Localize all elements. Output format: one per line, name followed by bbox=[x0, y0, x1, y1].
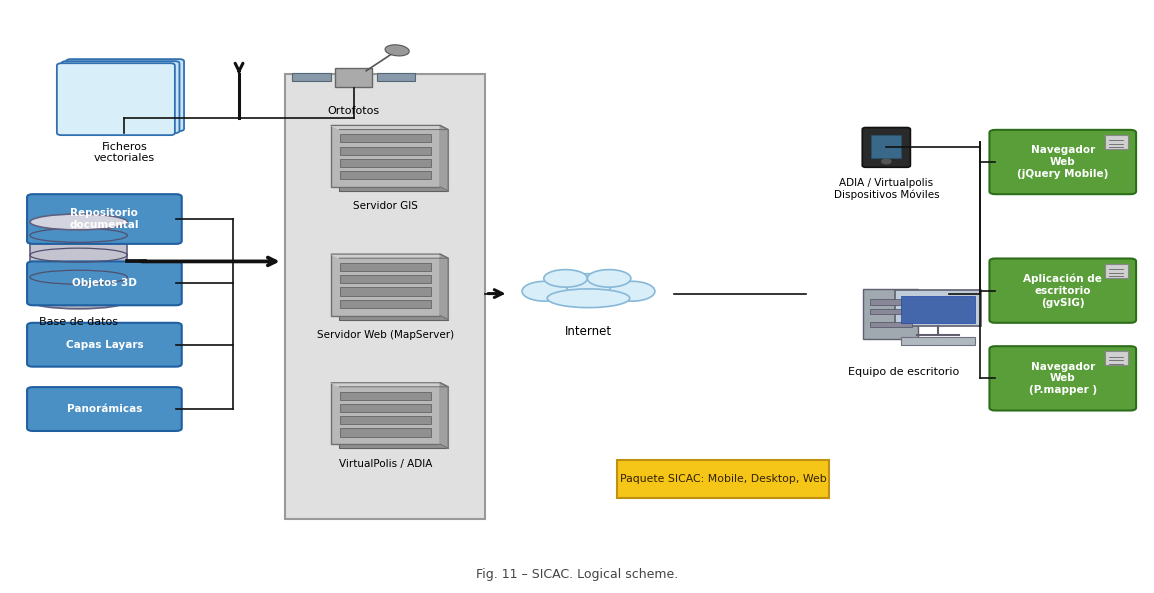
Bar bbox=[340, 416, 430, 424]
Polygon shape bbox=[440, 254, 448, 320]
Bar bbox=[1106, 352, 1129, 365]
Bar bbox=[1106, 135, 1129, 149]
Bar bbox=[292, 73, 331, 81]
Ellipse shape bbox=[30, 293, 127, 309]
FancyBboxPatch shape bbox=[61, 61, 180, 133]
Bar bbox=[871, 135, 901, 158]
FancyBboxPatch shape bbox=[66, 59, 183, 131]
FancyBboxPatch shape bbox=[989, 259, 1136, 323]
Text: Paquete SICAC: Mobile, Desktop, Web: Paquete SICAC: Mobile, Desktop, Web bbox=[620, 474, 826, 484]
Bar bbox=[340, 134, 430, 142]
Text: Base de datos: Base de datos bbox=[39, 317, 118, 327]
Polygon shape bbox=[440, 126, 448, 191]
FancyBboxPatch shape bbox=[989, 346, 1136, 410]
Text: Fig. 11 – SICAC. Logical scheme.: Fig. 11 – SICAC. Logical scheme. bbox=[475, 568, 679, 581]
Bar bbox=[894, 290, 981, 326]
Text: Servidor GIS: Servidor GIS bbox=[353, 202, 418, 212]
FancyBboxPatch shape bbox=[989, 130, 1136, 194]
Ellipse shape bbox=[544, 270, 587, 287]
Text: VirtualPolis / ADIA: VirtualPolis / ADIA bbox=[339, 459, 433, 468]
Text: Servidor Web (MapServer): Servidor Web (MapServer) bbox=[317, 330, 455, 340]
Bar bbox=[870, 309, 912, 314]
Bar bbox=[336, 68, 372, 87]
Bar bbox=[340, 171, 430, 179]
Bar bbox=[331, 126, 440, 187]
Bar bbox=[340, 299, 430, 308]
Ellipse shape bbox=[385, 45, 410, 56]
Polygon shape bbox=[331, 382, 448, 387]
Text: Aplicación de
escritorio
(gvSIG): Aplicación de escritorio (gvSIG) bbox=[1024, 274, 1102, 308]
Bar bbox=[340, 391, 430, 400]
FancyBboxPatch shape bbox=[27, 194, 181, 244]
Ellipse shape bbox=[547, 289, 630, 308]
Text: Objetos 3D: Objetos 3D bbox=[72, 278, 137, 288]
FancyBboxPatch shape bbox=[57, 63, 175, 135]
Bar bbox=[870, 299, 912, 305]
Bar bbox=[340, 263, 430, 271]
Bar bbox=[340, 288, 430, 296]
Text: Panorámicas: Panorámicas bbox=[67, 404, 142, 414]
Text: ADIA / Virtualpolis
Dispositivos Móviles: ADIA / Virtualpolis Dispositivos Móviles bbox=[833, 178, 939, 200]
FancyBboxPatch shape bbox=[27, 323, 181, 366]
Polygon shape bbox=[331, 126, 448, 130]
Ellipse shape bbox=[587, 270, 631, 287]
Bar bbox=[900, 337, 975, 345]
Bar bbox=[340, 146, 430, 155]
Bar bbox=[30, 222, 127, 301]
Bar bbox=[376, 73, 415, 81]
Text: Internet: Internet bbox=[565, 325, 612, 338]
Bar bbox=[339, 130, 448, 191]
Bar bbox=[870, 321, 912, 327]
Bar bbox=[1106, 264, 1129, 278]
Ellipse shape bbox=[609, 281, 655, 301]
Ellipse shape bbox=[30, 214, 127, 230]
Bar bbox=[340, 404, 430, 412]
Bar bbox=[331, 254, 440, 315]
Polygon shape bbox=[331, 254, 448, 258]
Text: Ficheros
vectoriales: Ficheros vectoriales bbox=[93, 142, 155, 163]
Bar bbox=[340, 275, 430, 283]
Text: Capas Layars: Capas Layars bbox=[66, 340, 143, 350]
FancyBboxPatch shape bbox=[862, 127, 911, 167]
Ellipse shape bbox=[556, 274, 621, 299]
Bar bbox=[617, 460, 829, 498]
Text: Equipo de escritorio: Equipo de escritorio bbox=[848, 366, 959, 377]
Bar bbox=[340, 428, 430, 436]
Bar bbox=[339, 387, 448, 448]
Bar bbox=[900, 296, 975, 323]
Text: Navegador
Web
(jQuery Mobile): Navegador Web (jQuery Mobile) bbox=[1017, 145, 1109, 178]
Bar bbox=[340, 159, 430, 167]
Bar bbox=[285, 74, 486, 519]
FancyBboxPatch shape bbox=[27, 262, 181, 305]
Circle shape bbox=[882, 159, 891, 164]
Text: Ortofotos: Ortofotos bbox=[328, 107, 380, 116]
Polygon shape bbox=[440, 382, 448, 448]
FancyBboxPatch shape bbox=[27, 387, 181, 431]
Bar bbox=[863, 289, 919, 339]
Text: Repositorio
documental: Repositorio documental bbox=[69, 208, 140, 230]
Ellipse shape bbox=[522, 281, 568, 301]
Bar bbox=[331, 382, 440, 444]
Text: Navegador
Web
(P.mapper ): Navegador Web (P.mapper ) bbox=[1028, 362, 1096, 395]
Bar bbox=[339, 258, 448, 320]
